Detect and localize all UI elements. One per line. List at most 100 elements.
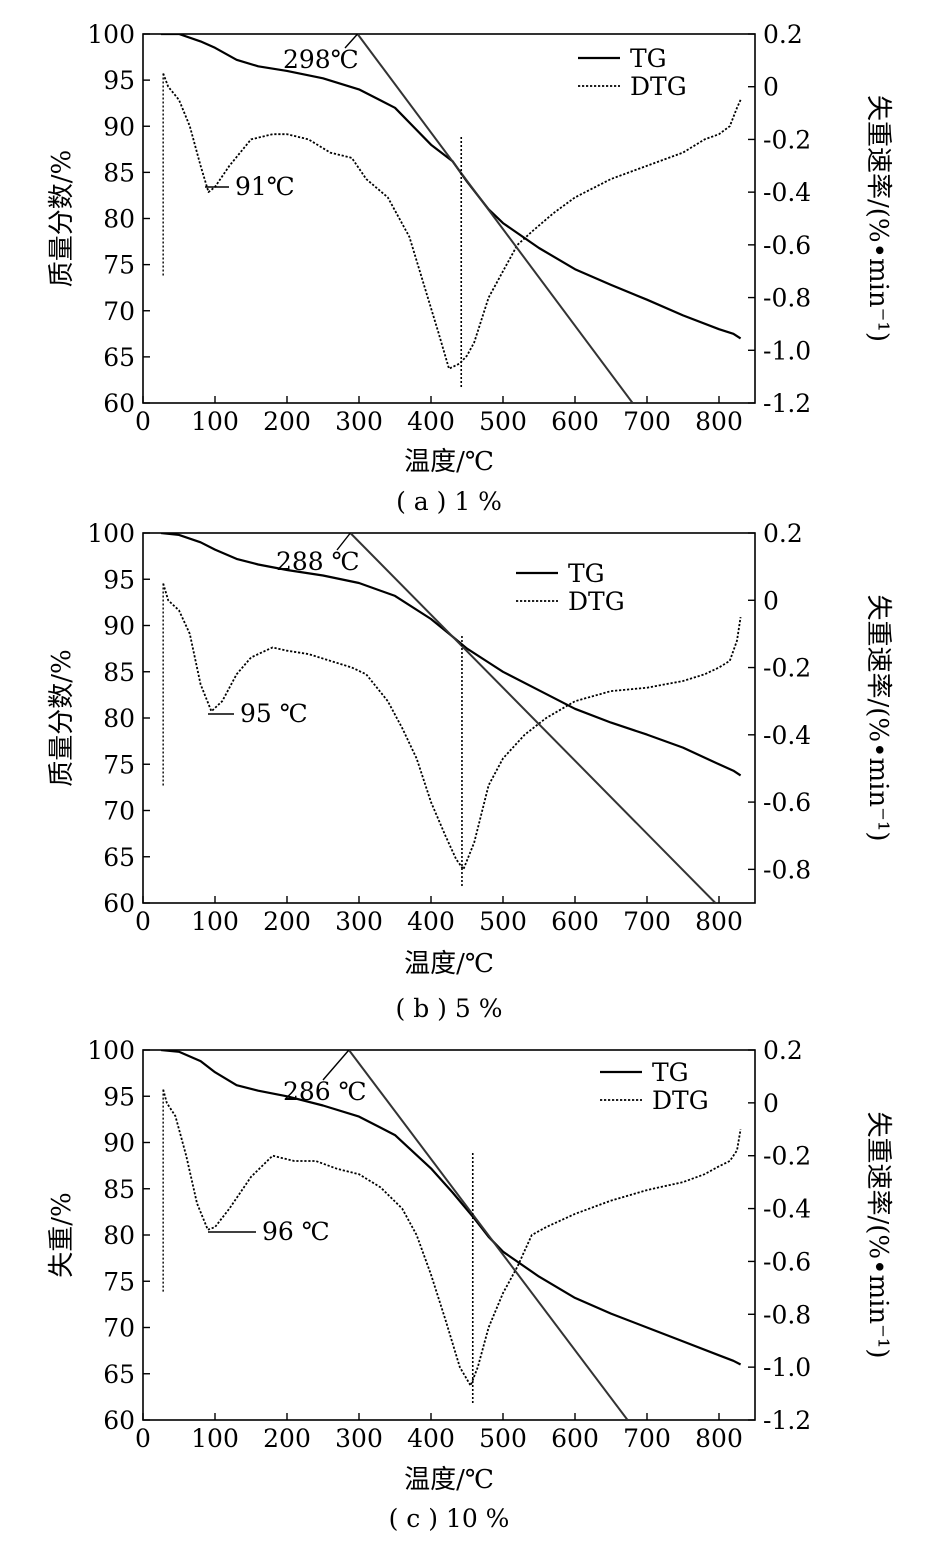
y-right-axis-label: 失重速率/(%•min⁻¹) (863, 595, 893, 842)
x-tick-label: 400 (407, 407, 455, 436)
x-tick-label: 500 (479, 907, 527, 936)
x-axis-label: 温度/℃ (404, 447, 494, 477)
x-axis-label: 温度/℃ (404, 1465, 494, 1495)
y-left-tick-label: 65 (103, 843, 135, 872)
y-left-tick-label: 85 (103, 1175, 135, 1204)
y-left-tick-label: 100 (87, 1036, 135, 1065)
y-left-tick-label: 60 (103, 1406, 135, 1435)
x-tick-label: 0 (135, 1424, 151, 1453)
y-left-tick-label: 95 (103, 565, 135, 594)
legend-dtg-label: DTG (568, 587, 625, 616)
plot-area (160, 1050, 742, 1420)
y-right-tick-label: -0.4 (763, 178, 811, 207)
y-left-tick-label: 85 (103, 658, 135, 687)
legend-tg-label: TG (630, 44, 667, 73)
y-left-tick-label: 80 (103, 205, 135, 234)
x-tick-label: 100 (191, 907, 239, 936)
x-tick-label: 700 (623, 1424, 671, 1453)
y-right-tick-label: -0.8 (763, 1300, 811, 1329)
onset-annotation: 286 ℃ (283, 1077, 367, 1106)
x-axis-label: 温度/℃ (404, 949, 494, 979)
chart-panel-2: 0 100 200 300 400 500 600 700 800 60 65 70 75 80 85 90 9… (47, 519, 893, 1023)
panel-caption: ( b ) 5 % (396, 994, 503, 1023)
x-tick-label: 400 (407, 1424, 455, 1453)
onset-tangent-line (348, 1050, 629, 1420)
y-right-tick-label: 0 (763, 586, 779, 615)
y-right-tick-label: -0.4 (763, 721, 811, 750)
y-left-tick-label: 95 (103, 1082, 135, 1111)
y-left-tick-label: 100 (87, 20, 135, 49)
y-left-tick-label: 90 (103, 612, 135, 641)
y-left-tick-label: 65 (103, 343, 135, 372)
x-tick-label: 600 (551, 907, 599, 936)
y-left-tick-label: 75 (103, 251, 135, 280)
onset-annotation-leader (344, 33, 359, 49)
y-right-tick-label: -1.2 (763, 1406, 811, 1435)
y-left-tick-label: 90 (103, 1129, 135, 1158)
y-left-axis-label: 质量分数/% (47, 649, 77, 786)
x-tick-label: 800 (695, 907, 743, 936)
y-left-tick-label: 60 (103, 889, 135, 918)
onset-annotation-leader (336, 532, 351, 551)
x-tick-label: 700 (623, 907, 671, 936)
x-tick-label: 100 (191, 407, 239, 436)
plot-frame (142, 532, 756, 904)
y-right-tick-label: -0.2 (763, 125, 811, 154)
y-left-tick-label: 90 (103, 112, 135, 141)
onset-annotation-leader (322, 1049, 350, 1081)
x-tick-label: 600 (551, 1424, 599, 1453)
y-left-tick-label: 95 (103, 66, 135, 95)
onset-annotation: 298℃ (283, 45, 359, 74)
x-tick-label: 200 (263, 1424, 311, 1453)
x-tick-label: 100 (191, 1424, 239, 1453)
y-right-tick-label: -1.2 (763, 389, 811, 418)
y-right-tick-label: -0.2 (763, 654, 811, 683)
y-left-tick-label: 60 (103, 389, 135, 418)
y-right-tick-label: 0 (763, 73, 779, 102)
onset-annotation: 288 ℃ (276, 547, 360, 576)
series-tg-line (160, 533, 742, 777)
x-tick-label: 400 (407, 907, 455, 936)
y-left-tick-label: 70 (103, 797, 135, 826)
legend-dtg-label: DTG (630, 72, 687, 101)
y-left-tick-label: 70 (103, 1314, 135, 1343)
peak-annotation: 95 ℃ (240, 699, 308, 728)
y-right-tick-label: -0.6 (763, 231, 811, 260)
x-tick-label: 200 (263, 907, 311, 936)
y-left-axis-label: 失重/% (47, 1192, 77, 1277)
y-left-axis-label: 质量分数/% (47, 150, 77, 287)
x-tick-label: 800 (695, 1424, 743, 1453)
plot-area (160, 533, 742, 903)
series-dtg-line (162, 583, 742, 871)
x-tick-label: 0 (135, 907, 151, 936)
y-right-tick-label: -0.2 (763, 1142, 811, 1171)
y-right-tick-label: -0.4 (763, 1195, 811, 1224)
x-tick-label: 0 (135, 407, 151, 436)
panel-caption: ( a ) 1 % (396, 487, 502, 516)
y-left-tick-label: 75 (103, 1267, 135, 1296)
chart-panel-1: 0 100 200 300 400 500 600 700 800 60 65 70 75 80 85 90 9… (47, 20, 893, 516)
y-right-tick-label: -1.0 (763, 1353, 811, 1382)
x-tick-label: 600 (551, 407, 599, 436)
x-tick-label: 300 (335, 1424, 383, 1453)
y-right-tick-label: 0.2 (763, 519, 803, 548)
y-right-tick-label: -0.6 (763, 1247, 811, 1276)
y-right-tick-label: -0.6 (763, 788, 811, 817)
y-right-tick-label: 0.2 (763, 1036, 803, 1065)
y-left-tick-label: 65 (103, 1360, 135, 1389)
y-right-tick-label: 0 (763, 1089, 779, 1118)
y-right-tick-label: -0.8 (763, 284, 811, 313)
y-left-tick-label: 75 (103, 750, 135, 779)
y-left-tick-label: 85 (103, 158, 135, 187)
y-left-tick-label: 70 (103, 297, 135, 326)
x-tick-label: 500 (479, 1424, 527, 1453)
onset-tangent-line (356, 34, 634, 403)
legend-dtg-label: DTG (652, 1086, 709, 1115)
y-right-axis-label: 失重速率/(%•min⁻¹) (863, 1112, 893, 1359)
legend-tg-label: TG (652, 1058, 689, 1087)
y-right-axis-label: 失重速率/(%•min⁻¹) (863, 95, 893, 342)
y-left-tick-label: 80 (103, 704, 135, 733)
x-tick-label: 300 (335, 907, 383, 936)
